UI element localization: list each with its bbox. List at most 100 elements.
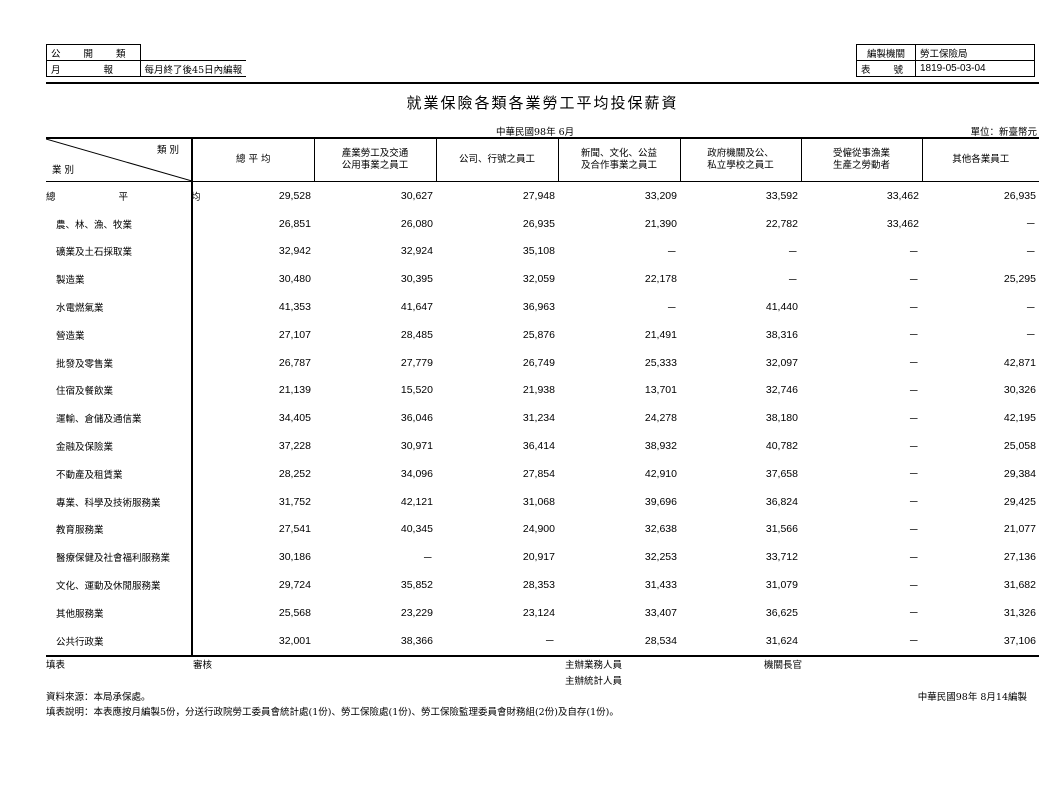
table-cell: － bbox=[908, 245, 920, 258]
monthly-report-label: 月 報 bbox=[46, 60, 141, 77]
table-cell: 33,407 bbox=[644, 606, 677, 619]
table-cell: 31,234 bbox=[522, 412, 555, 425]
table-cell: － bbox=[666, 245, 678, 258]
table-cell: 21,390 bbox=[644, 217, 677, 230]
table-cell: 34,096 bbox=[400, 467, 433, 480]
table-row: 專業、科學及技術服務業 31,752 42,121 31,068 39,696 36,82… bbox=[46, 487, 1039, 516]
table-row: 農、林、漁、牧業 26,851 26,080 26,935 21,390 22,782 33… bbox=[46, 209, 1039, 238]
column-header-6: 其他各業員工 bbox=[922, 137, 1039, 182]
form-number-label: 表 號 bbox=[856, 60, 916, 77]
review-label: 審核 bbox=[193, 660, 213, 671]
fill-note: 填表說明：本表應按月編製5份，分送行政院勞工委員會統計處(1份)、勞工保險處(1… bbox=[46, 707, 619, 718]
table-cell: 26,851 bbox=[278, 217, 311, 230]
table-cell: 28,485 bbox=[400, 328, 433, 341]
row-label: 醫療保健及社會福利服務業 bbox=[46, 543, 193, 572]
business-staff-label: 主辦業務人員 bbox=[565, 660, 623, 671]
table-cell: 40,782 bbox=[765, 440, 798, 453]
chief-label: 機關長官 bbox=[764, 660, 803, 671]
table-row: 住宿及餐飲業 21,139 15,520 21,938 13,701 32,746 － 30,… bbox=[46, 376, 1039, 405]
table-cell: 29,425 bbox=[1003, 495, 1036, 508]
agency-value: 勞工保險局 bbox=[915, 44, 1035, 61]
table-cell: 36,046 bbox=[400, 412, 433, 425]
table-cell: 25,876 bbox=[522, 328, 555, 341]
corner-header: 類 別 業 別 bbox=[46, 137, 193, 182]
row-label: 專業、科學及技術服務業 bbox=[46, 487, 193, 516]
row-label: 批發及零售業 bbox=[46, 348, 193, 377]
table-row: 礦業及土石採取業 32,942 32,924 35,108 － － － － bbox=[46, 237, 1039, 266]
table-cell: 32,942 bbox=[278, 245, 311, 258]
corner-top-label: 類 別 bbox=[156, 145, 179, 156]
table-cell: 28,252 bbox=[278, 467, 311, 480]
table-header-row: 類 別 業 別 總 平 均產業勞工及交通 公用事業之員工 公司、行號之員工 新聞、文… bbox=[46, 137, 1039, 182]
table-cell: 32,001 bbox=[192, 626, 314, 657]
table-cell: 38,932 bbox=[644, 440, 677, 453]
table-cell: 27,948 bbox=[522, 189, 555, 202]
compiled-date: 中華民國98年 8月14編製 bbox=[917, 692, 1027, 703]
table-cell: 27,107 bbox=[278, 328, 311, 341]
table-cell: 24,278 bbox=[644, 412, 677, 425]
row-label: 運輸、倉儲及通信業 bbox=[46, 404, 193, 433]
header-rule bbox=[46, 82, 1039, 84]
row-label: 其他服務業 bbox=[46, 598, 193, 627]
table-row: 其他服務業 25,568 23,229 23,124 33,407 36,625 － 31,3… bbox=[46, 598, 1039, 627]
table-cell: 39,696 bbox=[644, 495, 677, 508]
table-cell: 33,712 bbox=[765, 551, 798, 564]
table-cell: － bbox=[908, 496, 920, 509]
table-cell: 25,333 bbox=[644, 356, 677, 369]
table-cell: 21,938 bbox=[522, 384, 555, 397]
table-cell: 27,854 bbox=[522, 467, 555, 480]
table-cell: 32,746 bbox=[765, 384, 798, 397]
table-cell: 26,080 bbox=[400, 217, 433, 230]
table-row: 公共行政業 32,001 38,366 － 28,534 31,624 － 37,106 bbox=[46, 626, 1039, 657]
table-cell: 31,752 bbox=[278, 495, 311, 508]
table-cell: 38,316 bbox=[765, 328, 798, 341]
table-cell: 30,480 bbox=[278, 273, 311, 286]
table-cell: － bbox=[908, 551, 920, 564]
table-cell: 13,701 bbox=[644, 384, 677, 397]
table-cell: 31,682 bbox=[1003, 579, 1036, 592]
table-cell: － bbox=[1025, 245, 1037, 258]
table-cell: － bbox=[908, 440, 920, 453]
table-cell: 29,528 bbox=[278, 189, 311, 202]
table-cell: 25,058 bbox=[1003, 440, 1036, 453]
table-cell: 22,178 bbox=[644, 273, 677, 286]
table-cell: 42,910 bbox=[644, 467, 677, 480]
table-cell: 27,541 bbox=[278, 523, 311, 536]
table-cell: 25,295 bbox=[1003, 273, 1036, 286]
table-cell: 31,433 bbox=[644, 579, 677, 592]
table-row: 醫療保健及社會福利服務業 30,186 － 20,917 32,253 33,712 － 27… bbox=[46, 543, 1039, 572]
table-cell: － bbox=[787, 273, 799, 286]
table-cell: 30,395 bbox=[400, 273, 433, 286]
salary-table: 類 別 業 別 總 平 均產業勞工及交通 公用事業之員工 公司、行號之員工 新聞、文… bbox=[46, 137, 1039, 657]
column-header-5: 受僱從事漁業 生產之勞動者 bbox=[801, 137, 923, 182]
table-cell: － bbox=[1025, 329, 1037, 342]
table-cell: 23,229 bbox=[400, 606, 433, 619]
table-cell: 26,787 bbox=[278, 356, 311, 369]
fill-by-label: 填表 bbox=[46, 660, 66, 671]
row-label: 公共行政業 bbox=[46, 626, 193, 657]
table-cell: 26,935 bbox=[522, 217, 555, 230]
table-body: 總 平 均 29,528 30,627 27,948 33,209 33,592 33,46… bbox=[46, 181, 1039, 657]
column-header-4: 政府機關及公、 私立學校之員工 bbox=[680, 137, 802, 182]
table-cell: － bbox=[908, 523, 920, 536]
table-cell: 32,253 bbox=[644, 551, 677, 564]
table-cell: 24,900 bbox=[522, 523, 555, 536]
header-right-box: 編製機關 勞工保險局 表 號 1819-05-03-04 bbox=[856, 44, 1035, 77]
column-header-0: 總 平 均 bbox=[192, 137, 315, 182]
table-cell: － bbox=[908, 357, 920, 370]
header-left-box: 公 開 類 月 報 每月終了後45日內編報 bbox=[46, 44, 247, 77]
table-cell: 33,592 bbox=[765, 189, 798, 202]
table-cell: 31,566 bbox=[765, 523, 798, 536]
table-cell: 37,228 bbox=[278, 440, 311, 453]
table-cell: 15,520 bbox=[400, 384, 433, 397]
table-cell: 27,136 bbox=[1003, 551, 1036, 564]
table-cell: 42,195 bbox=[1003, 412, 1036, 425]
table-row: 水電燃氣業 41,353 41,647 36,963 － 41,440 － － bbox=[46, 293, 1039, 321]
table-row: 不動產及租賃業 28,252 34,096 27,854 42,910 37,658 － 29… bbox=[46, 459, 1039, 488]
table-cell: － bbox=[908, 579, 920, 592]
table-cell: 32,638 bbox=[644, 523, 677, 536]
table-cell: 35,852 bbox=[400, 579, 433, 592]
table-cell: 35,108 bbox=[522, 245, 555, 258]
row-label: 礦業及土石採取業 bbox=[46, 237, 193, 266]
table-cell: 32,059 bbox=[522, 273, 555, 286]
